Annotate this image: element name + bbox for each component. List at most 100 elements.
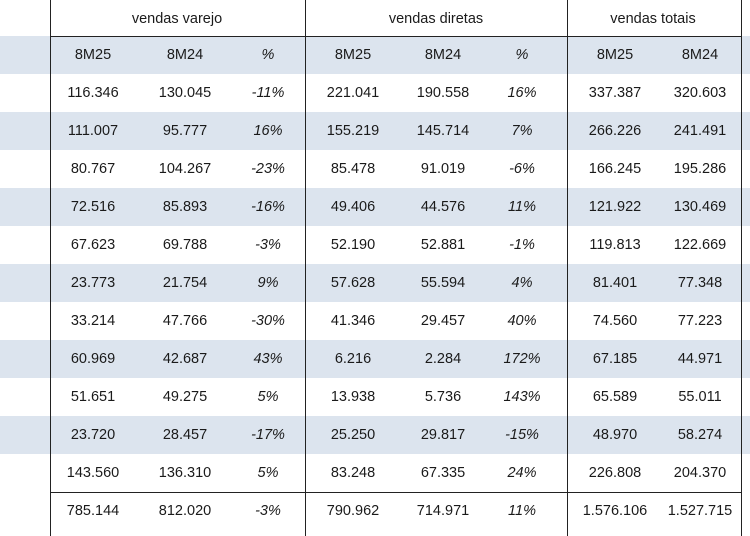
table-cell: 48.970 [592, 427, 638, 443]
column-divider [741, 0, 742, 536]
table-cell: 51.651 [70, 389, 116, 405]
table-cell: 121.922 [588, 199, 642, 215]
column-header: % [261, 47, 275, 63]
table-cell: -3% [255, 237, 281, 253]
table-cell: 714.971 [416, 503, 470, 519]
table-cell: 24% [507, 465, 537, 481]
table-cell: 136.310 [158, 465, 212, 481]
table-cell: 16% [507, 85, 537, 101]
table-cell: 9% [257, 275, 279, 291]
table-cell: -16% [251, 199, 285, 215]
group-header: vendas varejo [131, 11, 223, 27]
table-cell: 49.406 [330, 199, 376, 215]
table-cell: 241.491 [673, 123, 727, 139]
table-cell: -3% [255, 503, 281, 519]
table-cell: -23% [251, 161, 285, 177]
table-cell: 145.714 [416, 123, 470, 139]
table-cell: 266.226 [588, 123, 642, 139]
table-cell: 95.777 [162, 123, 208, 139]
table-cell: 111.007 [67, 123, 119, 139]
table-cell: 172% [503, 351, 541, 367]
table-cell: 1.576.106 [582, 503, 648, 519]
table-cell: 49.275 [162, 389, 208, 405]
table-cell: 11% [508, 503, 536, 519]
table-cell: 55.011 [678, 389, 722, 405]
table-cell: 130.469 [673, 199, 727, 215]
table-cell: 41.346 [330, 313, 376, 329]
table-cell: 85.478 [330, 161, 376, 177]
table-cell: 52.881 [420, 237, 466, 253]
table-cell: 337.387 [588, 85, 642, 101]
row-stripe [0, 264, 750, 302]
table-cell: 23.720 [70, 427, 116, 443]
table-cell: 221.041 [326, 85, 380, 101]
table-cell: 83.248 [330, 465, 376, 481]
table-cell: 195.286 [673, 161, 727, 177]
column-divider [567, 0, 568, 536]
column-header: 8M25 [74, 47, 112, 63]
table-cell: 116.346 [67, 85, 119, 101]
table-cell: 2.284 [424, 351, 462, 367]
table-cell: 320.603 [673, 85, 727, 101]
table-cell: 5% [257, 465, 279, 481]
table-cell: 190.558 [416, 85, 470, 101]
column-header: % [515, 47, 529, 63]
table-cell: 812.020 [158, 503, 212, 519]
table-cell: 47.766 [162, 313, 208, 329]
row-stripe [0, 188, 750, 226]
table-cell: 16% [253, 123, 283, 139]
table-cell: 6.216 [334, 351, 372, 367]
column-divider [50, 0, 51, 536]
table-cell: 790.962 [326, 503, 380, 519]
table-cell: -1% [509, 237, 535, 253]
column-header: 8M24 [166, 47, 204, 63]
table-cell: 77.348 [677, 275, 723, 291]
table-cell: 69.788 [162, 237, 208, 253]
table-cell: 43% [253, 351, 283, 367]
table-cell: 11% [508, 199, 536, 215]
table-cell: 204.370 [673, 465, 727, 481]
table-cell: 5% [257, 389, 279, 405]
table-cell: 226.808 [588, 465, 642, 481]
group-header: vendas totais [610, 11, 696, 27]
subheader-band [0, 36, 750, 74]
table-cell: 33.214 [70, 313, 116, 329]
table-cell: 5.736 [424, 389, 462, 405]
table-cell: 81.401 [592, 275, 638, 291]
table-cell: 25.250 [330, 427, 376, 443]
table-cell: 13.938 [330, 389, 376, 405]
table-cell: 80.767 [70, 161, 116, 177]
table-cell: 67.335 [420, 465, 466, 481]
column-divider [305, 0, 306, 536]
table-cell: 77.223 [677, 313, 723, 329]
table-cell: 29.817 [420, 427, 466, 443]
table-cell: 91.019 [420, 161, 466, 177]
table-cell: 60.969 [70, 351, 116, 367]
row-stripe [0, 112, 750, 150]
table-cell: 155.219 [326, 123, 380, 139]
table-cell: 42.687 [162, 351, 208, 367]
total-rule [50, 492, 741, 493]
table-cell: 143.560 [66, 465, 120, 481]
table-cell: 29.457 [420, 313, 466, 329]
table-cell: 74.560 [592, 313, 638, 329]
column-header: 8M25 [334, 47, 372, 63]
table-cell: 57.628 [330, 275, 376, 291]
group-header: vendas diretas [388, 11, 484, 27]
table-cell: 67.185 [592, 351, 638, 367]
table-cell: -15% [505, 427, 539, 443]
table-cell: 122.669 [673, 237, 727, 253]
table-cell: 21.754 [162, 275, 208, 291]
table-cell: 166.245 [588, 161, 642, 177]
table-cell: 130.045 [158, 85, 212, 101]
table-cell: 55.594 [420, 275, 466, 291]
table-cell: -30% [251, 313, 285, 329]
row-stripe [0, 340, 750, 378]
table-cell: 65.589 [592, 389, 638, 405]
table-cell: 23.773 [70, 275, 116, 291]
row-stripe [0, 416, 750, 454]
table-cell: 58.274 [677, 427, 723, 443]
header-rule [50, 36, 741, 37]
table-cell: 785.144 [66, 503, 120, 519]
table-cell: 44.576 [420, 199, 466, 215]
